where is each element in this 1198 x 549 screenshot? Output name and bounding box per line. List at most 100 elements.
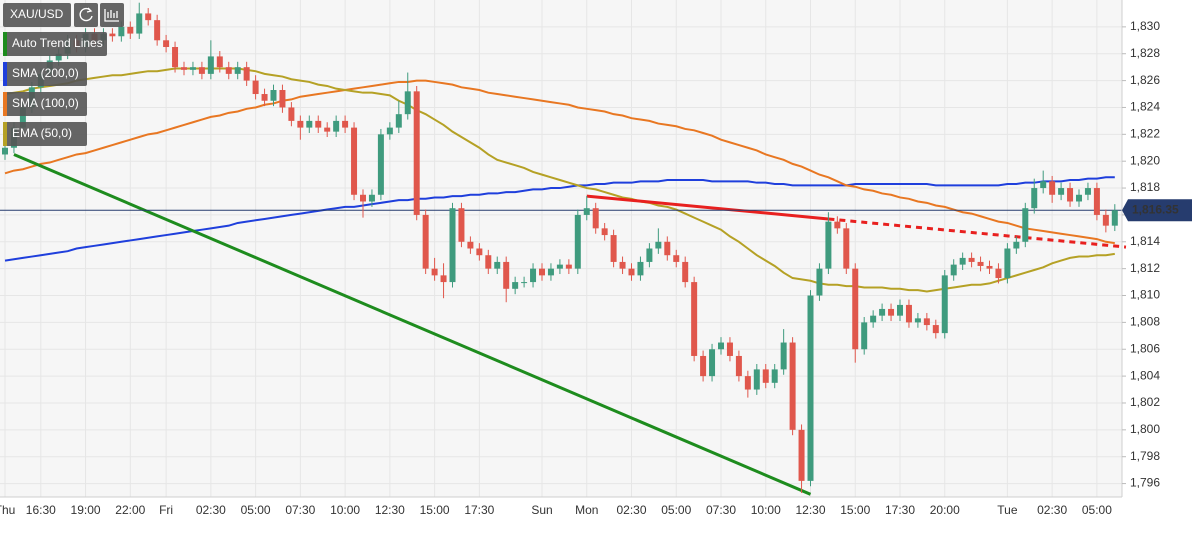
legend-badge [3,92,87,116]
y-tick-label: 1,806 [1130,341,1160,355]
candle-body [1084,188,1091,195]
candle-body [664,241,671,256]
candle-body [1111,210,1118,226]
candle-body [181,67,187,70]
candle-body [503,261,510,289]
last-price-tag [1122,199,1192,222]
x-tick-label: Sun [531,503,552,517]
candle-body [798,429,805,481]
candle-body [530,268,537,283]
candle-body [950,264,957,276]
candle-body [646,248,653,262]
candle-body [368,194,375,202]
candle-body [655,241,662,249]
y-tick-label: 1,810 [1130,288,1160,302]
trend-line [13,153,812,496]
legend-label: Auto Trend Lines [12,36,103,50]
x-tick-label: 02:30 [616,503,646,517]
candle-body [163,40,170,48]
legend-swatch [3,62,7,86]
candle-body [673,255,680,262]
candle-body [583,208,590,215]
candle-body [1022,208,1029,242]
candle-body [386,127,393,135]
y-tick-label: 1,820 [1130,153,1160,167]
candle-body [726,342,733,356]
x-tick-label: 15:00 [840,503,870,517]
candle-body [485,255,492,269]
candle-body [55,53,62,61]
indicator-line [4,176,1115,262]
candle-body [1004,248,1011,279]
candle-body [1076,194,1082,202]
candle-body [449,208,456,283]
x-tick-label: Tue [997,503,1018,517]
candle-body [843,228,850,269]
y-tick-label: 1,800 [1130,422,1160,436]
candle-body [870,315,877,323]
candle-body [789,342,796,430]
x-tick-label: 22:00 [115,503,145,517]
candle-body [700,355,707,377]
legend-badge [3,62,87,86]
symbol: XAU/USD [10,7,64,21]
candle-body [753,369,760,390]
candle-body [1049,181,1056,195]
candle-body [718,342,724,350]
candle-body [324,127,331,132]
candle-body [735,355,742,377]
candle-body [1093,188,1100,215]
x-tick-label: 02:30 [1037,503,1067,517]
candle-body [207,56,214,74]
candle-body [637,261,644,276]
refresh-button[interactable] [74,3,98,27]
candle-body [959,257,966,265]
x-tick-label: 07:30 [706,503,736,517]
candle-body [172,47,179,68]
candle-body [610,235,617,262]
y-tick-label: 1,798 [1130,449,1160,463]
candle-body [1040,181,1047,189]
candle-body [556,264,563,269]
candle-body [816,268,823,296]
candle-body [592,208,599,229]
candle-body [216,56,223,68]
y-tick-label: 1,826 [1130,73,1160,87]
candle-body [744,376,751,390]
candle-body [306,120,313,128]
legend-badge [3,32,107,56]
candle-body [243,67,250,81]
x-tick-label: 10:00 [330,503,360,517]
x-tick-label: 19:00 [71,503,101,517]
x-tick-label: 15:00 [420,503,450,517]
candle-body [709,349,716,377]
candle-body [118,26,125,37]
candle-body [628,268,635,276]
legend-swatch [3,122,7,146]
y-tick-label: 1,828 [1130,46,1160,60]
axes: 1,796 1,798 1,800 1,802 1,804 1,806 1,808 1,810… [0,19,1192,517]
candle-body [360,194,366,202]
candle-body [780,342,787,370]
x-tick-label: 17:30 [885,503,915,517]
settings-button[interactable] [100,3,124,27]
candle-body [109,33,116,37]
candle-body [261,94,268,101]
candle-body [539,268,545,276]
trend-line [586,194,829,221]
indicator-line [4,79,1115,245]
y-tick-label: 1,796 [1130,476,1160,490]
legend-swatch [3,32,7,56]
y-tick-label: 1,804 [1130,368,1160,382]
legend-swatch [3,92,7,116]
candle-body [1013,241,1020,249]
candle-body [941,275,948,334]
candle-body [1102,214,1109,226]
candle-body [431,268,438,276]
candle-body [395,114,402,128]
candle-body [825,221,832,269]
candle-body [914,318,921,323]
legend-label: EMA (50,0) [12,126,72,140]
